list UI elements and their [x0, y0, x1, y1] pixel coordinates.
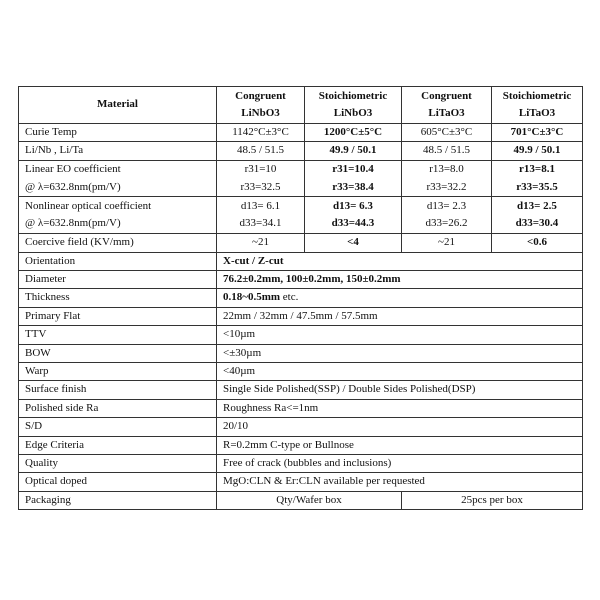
col-header: Stoichiometric LiTaO3	[491, 86, 583, 124]
cell-value: 701°C±3°C	[491, 122, 583, 143]
table-row: BOW <±30µm	[18, 343, 583, 364]
cell-value: 20/10	[216, 417, 583, 437]
table-row: Quality Free of crack (bubbles and inclus…	[18, 454, 583, 474]
row-label: BOW	[18, 343, 217, 364]
table-row: Warp <40µm	[18, 362, 583, 382]
packaging-left: Qty/Wafer box	[216, 490, 402, 511]
row-label: Coercive field (KV/mm)	[18, 233, 217, 253]
cell-value: <±30µm	[216, 343, 583, 364]
row-label: Linear EO coefficient @ λ=632.8nm(pm/V)	[18, 159, 217, 198]
table-row-packaging: Packaging Qty/Wafer box 25pcs per box	[18, 490, 583, 511]
row-label: Orientation	[18, 251, 217, 272]
cell-value: r31=10 r33=32.5	[216, 159, 305, 198]
row-label: Polished side Ra	[18, 398, 217, 419]
cell-value: d13= 6.3 d33=44.3	[304, 196, 402, 235]
cell-value: r13=8.0 r33=32.2	[401, 159, 492, 198]
table-row: Surface finish Single Side Polished(SSP) …	[18, 380, 583, 400]
cell-value: r13=8.1 r33=35.5	[491, 159, 583, 198]
cell-value: d13= 6.1 d33=34.1	[216, 196, 305, 235]
cell-value: ~21	[401, 233, 492, 253]
spec-table: Material Congruent LiNbO3 Stoichiometric L…	[18, 86, 583, 511]
cell-value: 605°C±3°C	[401, 122, 492, 143]
header-row: Material Congruent LiNbO3 Stoichiometric L…	[18, 86, 583, 124]
row-label: Li/Nb , Li/Ta	[18, 141, 217, 161]
table-row: Edge Criteria R=0.2mm C-type or Bullnose	[18, 435, 583, 456]
cell-value: X-cut / Z-cut	[216, 251, 583, 272]
table-row: Polished side Ra Roughness Ra<=1nm	[18, 398, 583, 419]
material-header: Material	[18, 86, 217, 124]
table-row: Thickness 0.18~0.5mm etc.	[18, 288, 583, 308]
table-row: TTV <10µm	[18, 325, 583, 345]
cell-value: <10µm	[216, 325, 583, 345]
cell-value: 0.18~0.5mm etc.	[216, 288, 583, 308]
cell-value: d13= 2.5 d33=30.4	[491, 196, 583, 235]
cell-value: 76.2±0.2mm, 100±0.2mm, 150±0.2mm	[216, 270, 583, 290]
cell-value: 1200°C±5°C	[304, 122, 402, 143]
cell-value: <0.6	[491, 233, 583, 253]
cell-value: 49.9 / 50.1	[304, 141, 402, 161]
cell-value: ~21	[216, 233, 305, 253]
table-row: Optical doped MgO:CLN & Er:CLN available …	[18, 472, 583, 492]
cell-value: R=0.2mm C-type or Bullnose	[216, 435, 583, 456]
cell-value: 1142°C±3°C	[216, 122, 305, 143]
cell-value: d13= 2.3 d33=26.2	[401, 196, 492, 235]
cell-value: Free of crack (bubbles and inclusions)	[216, 454, 583, 474]
row-label: Primary Flat	[18, 306, 217, 327]
col-header: Stoichiometric LiNbO3	[304, 86, 402, 124]
cell-value: MgO:CLN & Er:CLN available per requested	[216, 472, 583, 492]
row-label: Thickness	[18, 288, 217, 308]
row-label: Warp	[18, 362, 217, 382]
row-label: Edge Criteria	[18, 435, 217, 456]
table-row: S/D 20/10	[18, 417, 583, 437]
table-row: Nonlinear optical coefficient @ λ=632.8nm…	[18, 196, 583, 235]
row-label: Quality	[18, 454, 217, 474]
cell-value: 49.9 / 50.1	[491, 141, 583, 161]
cell-value: r31=10.4 r33=38.4	[304, 159, 402, 198]
col-header: Congruent LiTaO3	[401, 86, 492, 124]
table-row: Curie Temp 1142°C±3°C 1200°C±5°C 605°C±3°C 7…	[18, 122, 583, 143]
table-row: Li/Nb , Li/Ta 48.5 / 51.5 49.9 / 50.1 48.5 …	[18, 141, 583, 161]
cell-value: Roughness Ra<=1nm	[216, 398, 583, 419]
cell-value: 48.5 / 51.5	[216, 141, 305, 161]
row-label: TTV	[18, 325, 217, 345]
cell-value: <40µm	[216, 362, 583, 382]
table-row: Diameter 76.2±0.2mm, 100±0.2mm, 150±0.2mm	[18, 270, 583, 290]
row-label: Packaging	[18, 490, 217, 511]
row-label: Optical doped	[18, 472, 217, 492]
cell-value: Single Side Polished(SSP) / Double Sides…	[216, 380, 583, 400]
row-label: S/D	[18, 417, 217, 437]
row-label: Nonlinear optical coefficient @ λ=632.8nm…	[18, 196, 217, 235]
cell-value: 22mm / 32mm / 47.5mm / 57.5mm	[216, 306, 583, 327]
table-row: Primary Flat 22mm / 32mm / 47.5mm / 57.5m…	[18, 306, 583, 327]
table-row: Orientation X-cut / Z-cut	[18, 251, 583, 272]
packaging-right: 25pcs per box	[401, 490, 583, 511]
row-label: Surface finish	[18, 380, 217, 400]
table-row: Linear EO coefficient @ λ=632.8nm(pm/V) r3…	[18, 159, 583, 198]
cell-value: <4	[304, 233, 402, 253]
row-label: Curie Temp	[18, 122, 217, 143]
cell-value: 48.5 / 51.5	[401, 141, 492, 161]
table-row: Coercive field (KV/mm) ~21 <4 ~21 <0.6	[18, 233, 583, 253]
row-label: Diameter	[18, 270, 217, 290]
col-header: Congruent LiNbO3	[216, 86, 305, 124]
